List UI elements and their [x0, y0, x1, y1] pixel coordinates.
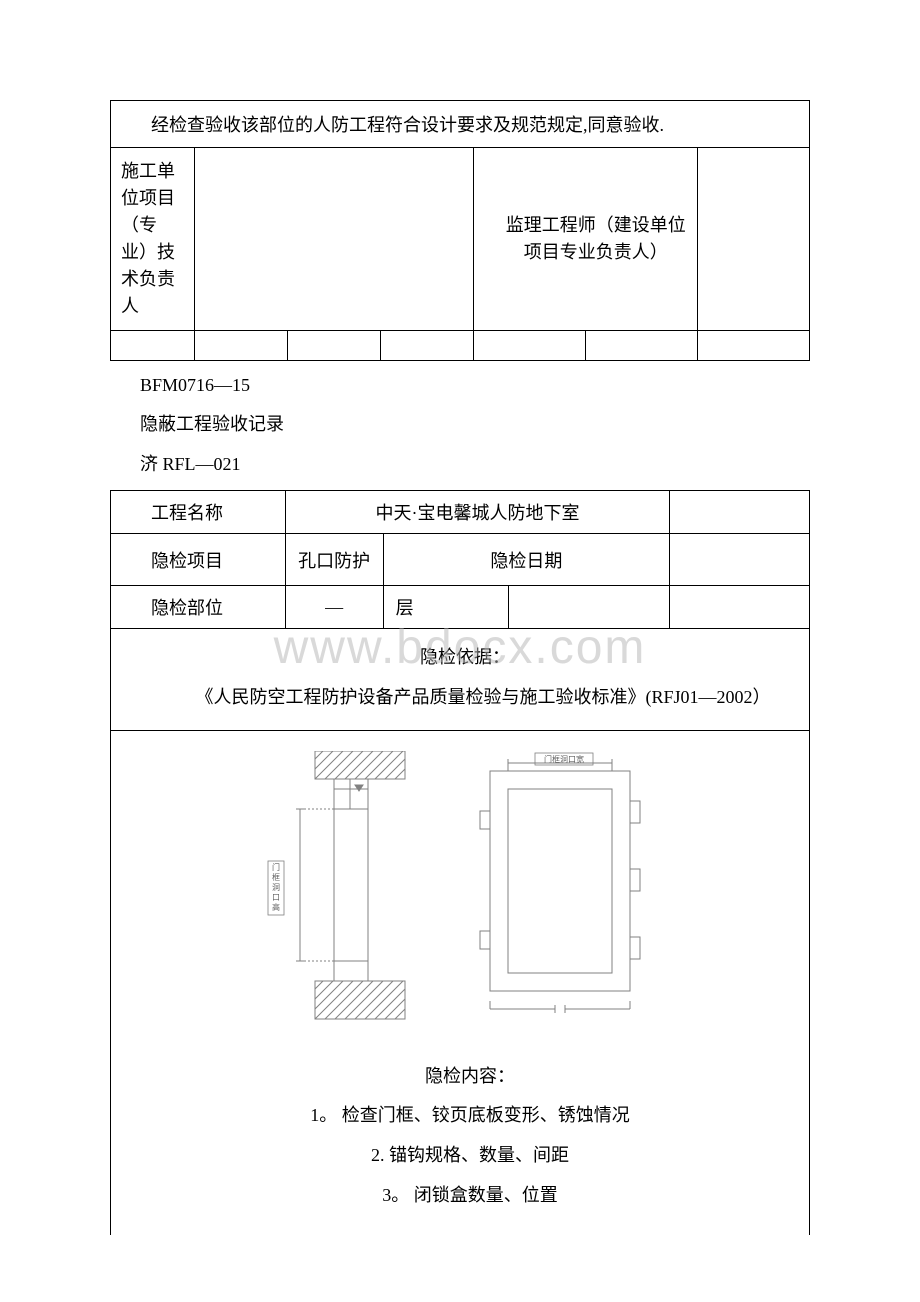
part-value-3 — [670, 586, 810, 629]
diagram-left-label: 门 — [272, 862, 280, 872]
contractor-label: 施工单位项目（专业）技术负责人 — [111, 148, 195, 331]
proj-name-label: 工程名称 — [111, 491, 286, 534]
item-label: 隐检项目 — [111, 534, 286, 586]
proj-name-value: 中天·宝电馨城人防地下室 — [285, 491, 669, 534]
basis-cell: 隐检依据： 《人民防空工程防护设备产品质量检验与施工验收标准》(RFJ01—20… — [111, 629, 810, 731]
date-value — [670, 534, 810, 586]
code-rfl: 济 RFL—021 — [140, 450, 810, 476]
content-item-3: 3。 闭锁盒数量、位置 — [151, 1176, 789, 1216]
basis-text: 《人民防空工程防护设备产品质量检验与施工验收标准》(RFJ01—2002） — [141, 681, 789, 713]
blank-cell-5 — [474, 331, 586, 361]
part-blank-1 — [509, 586, 670, 629]
diagram-container: 门 框 洞 口 高 — [131, 751, 789, 1021]
blank-cell-3 — [288, 331, 381, 361]
conclusion-cell: 经检查验收该部位的人防工程符合设计要求及规范规定,同意验收. — [111, 101, 810, 148]
door-section-diagram: 门 框 洞 口 高 — [260, 751, 420, 1021]
blank-cell-2 — [194, 331, 287, 361]
supervisor-signature — [698, 148, 810, 331]
door-frame-diagram: 门框洞口宽 — [460, 751, 660, 1021]
blank-cell-4 — [381, 331, 474, 361]
item-value: 孔口防护 — [285, 534, 383, 586]
diagram-cell: 门 框 洞 口 高 — [111, 730, 810, 1041]
svg-text:框: 框 — [272, 872, 280, 882]
diagram-right-label: 门框洞口宽 — [544, 754, 584, 764]
contractor-signature — [194, 148, 474, 331]
content-item-1: 1。 检查门框、铰页底板变形、锈蚀情况 — [151, 1096, 789, 1136]
blank-cell-1 — [111, 331, 195, 361]
part-label: 隐检部位 — [111, 586, 286, 629]
code-bfm: BFM0716—15 — [140, 375, 810, 396]
blank-cell-6 — [586, 331, 698, 361]
record-title: 隐蔽工程验收记录 — [140, 410, 810, 436]
svg-text:洞: 洞 — [272, 882, 280, 892]
part-value-1: — — [285, 586, 383, 629]
content-item-2: 2. 锚钩规格、数量、间距 — [151, 1136, 789, 1176]
basis-title: 隐检依据： — [141, 641, 789, 673]
content-title: 隐检内容： — [151, 1057, 789, 1097]
acceptance-table: 经检查验收该部位的人防工程符合设计要求及规范规定,同意验收. 施工单位项目（专业… — [110, 100, 810, 361]
part-value-2: 层 — [383, 586, 509, 629]
blank-cell-7 — [698, 331, 810, 361]
inspection-table: 工程名称 中天·宝电馨城人防地下室 隐检项目 孔口防护 隐检日期 隐检部位 — … — [110, 490, 810, 1235]
supervisor-label: 监理工程师（建设单位项目专业负责人） — [474, 148, 698, 331]
content-cell: 隐检内容： 1。 检查门框、铰页底板变形、锈蚀情况 2. 锚钩规格、数量、间距 … — [111, 1041, 810, 1235]
date-label: 隐检日期 — [383, 534, 670, 586]
proj-blank — [670, 491, 810, 534]
svg-text:口: 口 — [272, 893, 280, 902]
svg-text:高: 高 — [272, 902, 280, 912]
